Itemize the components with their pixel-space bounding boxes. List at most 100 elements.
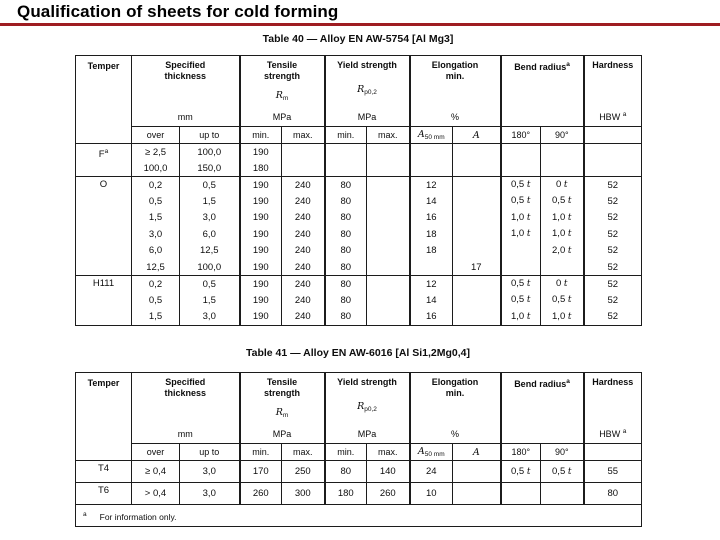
table-cell: 250	[281, 460, 325, 483]
table-cell: 150,0	[179, 160, 240, 177]
table-cell: 0 t	[539, 275, 584, 292]
table-cell: 3,0	[179, 482, 240, 505]
table-cell: 10	[408, 482, 453, 505]
table-cell: 0,5 t	[499, 275, 541, 292]
title-underline	[0, 23, 720, 26]
col-header-tensile-strength: Tensile strength Rm MPa	[238, 55, 325, 127]
thickness-t-symbol: t	[567, 212, 572, 223]
col-header-bend-radius: Bend radiusa	[499, 55, 584, 127]
table-cell: 1,0 t	[499, 209, 541, 226]
temper-cell: O	[75, 176, 132, 276]
table-cell: 80	[582, 482, 642, 505]
hardness-label: Hardness	[592, 60, 634, 70]
table-cell	[366, 242, 410, 259]
tensile-header-box: Tensile strength Rm MPa	[242, 373, 324, 442]
table-cell: 3,0	[131, 226, 180, 243]
table-cell: ≥ 0,4	[131, 460, 180, 483]
col-header-hardness: Hardness HBW a	[582, 55, 642, 127]
table-cell	[366, 160, 410, 177]
table-cell: 80	[323, 460, 367, 483]
table-cell: 1,0 t	[539, 209, 584, 226]
table-cell: 0,5 t	[539, 193, 584, 210]
table-cell: 3,0	[179, 209, 240, 226]
hardness-footnote-marker: a	[622, 111, 627, 118]
a50-symbol: A	[417, 129, 425, 140]
table-cell	[366, 226, 410, 243]
tensile-header-box: Tensile strength Rm MPa	[242, 56, 324, 125]
table-cell: 52	[582, 259, 642, 276]
table-cell: 52	[582, 292, 642, 309]
table-body: T4 ≥ 0,4 3,0 170 250 80 140 24 0,5 t 0,5 t 55 T6 > 0…	[74, 460, 642, 527]
col-header-hardness: Hardness HBW a	[582, 372, 642, 444]
subcol-over: over	[131, 443, 180, 461]
subcol-hardness-empty	[582, 126, 642, 144]
subcol-yield-max: max.	[366, 126, 410, 144]
table-cell: 3,0	[179, 308, 240, 325]
table-cell	[408, 160, 453, 177]
table-cell	[452, 176, 501, 193]
temper-cell: H111	[75, 275, 132, 325]
hardness-footnote-marker: a	[622, 428, 627, 435]
tensile-symbol: Rm	[275, 406, 289, 421]
table-cell: 240	[281, 226, 325, 243]
subcol-90deg: 90°	[539, 443, 584, 461]
a50-subscript: 50 mm	[424, 451, 445, 458]
table-cell	[366, 143, 410, 160]
yield-unit: MPa	[357, 429, 377, 439]
elongation-label: Elongation min.	[431, 60, 479, 81]
table-cell: 1,5	[131, 308, 180, 325]
tensile-label: Tensile strength	[264, 377, 300, 398]
table-cell: 16	[408, 209, 453, 226]
table-cell: 18	[408, 226, 453, 243]
subcol-90deg: 90°	[539, 126, 584, 144]
temper-label: Temper	[87, 61, 120, 71]
thickness-t-symbol: t	[563, 180, 568, 190]
table-row: 3,0 6,0 190 240 80 18 1,0 t 1,0 t 52	[76, 226, 642, 243]
table-row: T4 ≥ 0,4 3,0 170 250 80 140 24 0,5 t 0,5 t 55	[75, 460, 642, 483]
table-row: 0,5 1,5 190 240 80 14 0,5 t 0,5 t 52	[76, 292, 642, 309]
table-row: Fa ≥ 2,5 100,0 190	[75, 143, 642, 177]
table-cell: 190	[238, 259, 282, 276]
col-header-specified-thickness: Specified thickness mm	[131, 372, 240, 444]
table-cell	[499, 482, 541, 505]
rp-subscript: p0,2	[364, 89, 377, 97]
table-cell: 1,5	[179, 193, 240, 210]
table-cell	[281, 160, 325, 177]
thickness-t-symbol: t	[526, 196, 531, 207]
table-cell: 170	[238, 460, 282, 483]
table-cell: 260	[238, 482, 282, 505]
hardness-unit-wrap: HBW a	[599, 427, 626, 439]
table-cell: 260	[366, 482, 410, 505]
subcol-yield-min: min.	[323, 443, 367, 461]
thickness-header-box: Specified thickness mm	[133, 373, 239, 442]
table-cell	[452, 193, 501, 210]
table-cell: 1,0 t	[499, 226, 541, 243]
table-cell: 0 t	[539, 176, 584, 193]
rp-symbol: R	[357, 401, 365, 413]
thickness-unit: mm	[177, 112, 193, 122]
table-cell: 52	[582, 226, 642, 243]
table-cell: 3,0	[179, 460, 240, 483]
table-cell	[452, 160, 501, 177]
table-cell: 0,5	[131, 292, 180, 309]
table-cell: 12	[408, 176, 453, 193]
table-cell: 300	[281, 482, 325, 505]
table-row: T6 > 0,4 3,0 260 300 180 260 10 80	[75, 482, 642, 505]
subcol-yield-min: min.	[323, 126, 367, 144]
table-cell	[452, 242, 501, 259]
rm-symbol: R	[275, 406, 283, 418]
table-cell: 0,5	[179, 176, 240, 193]
bend-label-wrap: Bend radiusa	[514, 60, 570, 73]
table-body: Fa ≥ 2,5 100,0 190 100,0 150,0 180 O 0,2 0,5 190 24…	[75, 143, 642, 325]
a50-symbol: A	[417, 446, 425, 457]
thickness-t-symbol: t	[526, 279, 531, 289]
table-row: 0,5 1,5 190 240 80 14 0,5 t 0,5 t 52	[76, 193, 642, 210]
table-cell: 0,5 t	[499, 176, 541, 193]
table-cell	[452, 226, 501, 243]
rm-subscript: m	[282, 94, 289, 102]
col-header-yield-strength: Yield strength Rp0,2 MPa	[323, 55, 410, 127]
thickness-label: Specified thickness	[164, 60, 207, 81]
